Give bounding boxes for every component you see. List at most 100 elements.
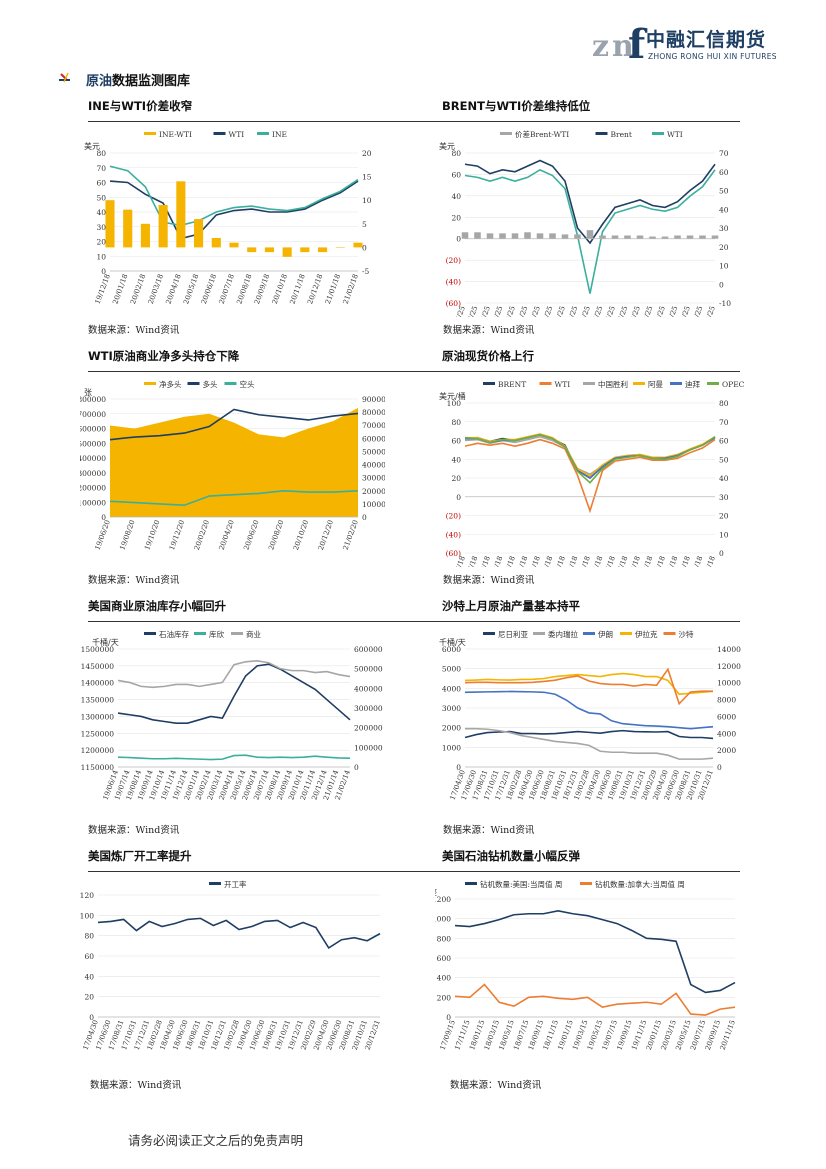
x-tick-label: 20/10/18 (271, 273, 289, 305)
y2-tick-label: 500000 (362, 447, 385, 456)
line-series (464, 690, 714, 730)
y-tick-label: 60 (96, 179, 106, 188)
x-tick-label: 20/01/18 (111, 273, 129, 305)
y2-tick-label: 0 (362, 513, 367, 522)
bar (229, 242, 239, 248)
line-series (97, 917, 381, 949)
y-tick-label: 400000 (80, 454, 106, 463)
y-axis-unit: 美元/桶 (439, 391, 466, 401)
chart-3-title: WTI原油商业净多头持仓下降 (88, 349, 240, 363)
legend-swatch (663, 632, 676, 635)
x-tick-label: 20/11/18 (288, 273, 306, 305)
x-tick-label: 19/10/20 (143, 519, 161, 551)
chart-spot-prices: 美元/桶 (60) (40) (20) 0 20 40 60 80 100 0 10 20 30 40 50 6… (439, 379, 745, 567)
y-tick-label: 0 (456, 763, 461, 772)
legend-label: INE (272, 130, 287, 139)
y-tick-label: (60) (446, 549, 461, 558)
chart-wti-net-long: 张 0 100000 200000 300000 400000 500000 600000 70… (80, 379, 385, 551)
line-series (454, 909, 736, 994)
y-tick-label: 40 (96, 208, 106, 217)
legend-label: 多头 (203, 379, 218, 389)
y-tick-label: 10 (96, 252, 106, 261)
y2-tick-label: 800000 (362, 408, 385, 417)
legend-label: Brent (611, 130, 632, 139)
bar (461, 232, 469, 239)
bar (158, 204, 168, 248)
chart-4-source: 数据来源：Wind资讯 (443, 575, 535, 586)
y2-tick-label: 0 (719, 280, 724, 289)
y-tick-label: 120 (80, 891, 94, 900)
legend-label: 空头 (240, 379, 255, 389)
legend-swatch (224, 382, 237, 385)
y-tick-label: 6000 (442, 645, 461, 654)
chart-7-title: 美国炼厂开工率提升 (88, 849, 192, 863)
y2-tick-label: 40 (719, 474, 729, 483)
bar (561, 234, 569, 239)
bar (282, 247, 292, 257)
y-tick-label: 0 (89, 1013, 94, 1022)
x-tick-label: 20/04/18 (164, 273, 182, 305)
legend-swatch (213, 132, 226, 135)
legend-swatch (652, 132, 664, 135)
legend-swatch (144, 132, 156, 135)
y2-tick-label: 500000 (354, 665, 383, 674)
y-tick-label: 1000 (435, 915, 451, 924)
y-tick-label: 80 (451, 149, 461, 158)
y-tick-label: 1400000 (81, 679, 115, 688)
chart-8-source: 数据来源：Wind资讯 (450, 1080, 542, 1091)
y-axis-unit: 美元 (84, 141, 100, 151)
legend-swatch (187, 382, 200, 385)
legend-swatch (483, 632, 495, 635)
y-tick-label: 60 (451, 170, 461, 179)
y-axis-unit: 美元 (439, 141, 455, 151)
bar (247, 247, 257, 253)
x-tick-label: 21/02/18 (342, 273, 360, 305)
y2-tick-label: 300000 (362, 474, 385, 483)
y-tick-label: 80 (96, 149, 106, 158)
y-axis-unit: 千桶/天 (92, 637, 119, 647)
bar (524, 232, 531, 239)
bar (264, 247, 274, 253)
y2-tick-label: 200000 (362, 487, 385, 496)
bar (699, 235, 706, 239)
y-tick-label: 80 (84, 932, 94, 941)
y-tick-label: 300000 (80, 469, 106, 478)
logo-chinese-name: 中融汇信期货 (646, 29, 767, 51)
legend-label: WTI (555, 380, 571, 389)
legend-swatch (707, 382, 719, 385)
bar (318, 247, 328, 253)
y-tick-label: 20 (451, 474, 461, 483)
chart-8-title: 美国石油钻机数量小幅反弹 (442, 849, 580, 863)
y2-tick-label: 900000 (362, 395, 385, 404)
x-tick-label: 20/12/18 (306, 273, 324, 305)
y-tick-label: 4000 (442, 684, 461, 693)
y-tick-label: 800 (437, 934, 452, 943)
bar (353, 242, 363, 248)
line-series (464, 434, 716, 484)
chart-7-source: 数据来源：Wind资讯 (90, 1080, 182, 1091)
y-tick-label: 80 (451, 418, 461, 427)
divider (88, 371, 740, 372)
y2-tick-label: 70 (719, 149, 729, 158)
y-tick-label: 400 (437, 974, 452, 983)
bar (194, 219, 204, 248)
legend-label: 商业 (246, 629, 261, 639)
znf-logo-mark: z n f (592, 22, 648, 66)
y2-tick-label: 400000 (362, 461, 385, 470)
y-tick-label: 1500000 (81, 645, 115, 654)
legend-swatch (144, 382, 156, 385)
y2-tick-label: 5 (362, 220, 367, 229)
y-tick-label: (40) (446, 278, 461, 287)
line-series (117, 659, 351, 689)
legend-swatch (500, 132, 512, 135)
y-tick-label: 200 (437, 993, 452, 1002)
x-tick-label: 20/08/18 (235, 273, 253, 305)
y-tick-label: 1200 (435, 895, 451, 904)
y-axis-unit: 千桶/天 (439, 637, 466, 647)
y2-tick-label: 10000 (717, 679, 741, 688)
bar (586, 230, 594, 239)
legend-label: 钻机数量:美国:当周值 周 (480, 879, 562, 889)
divider (88, 121, 740, 122)
y-tick-label: 60 (84, 952, 94, 961)
y2-tick-label: 20 (719, 512, 729, 521)
